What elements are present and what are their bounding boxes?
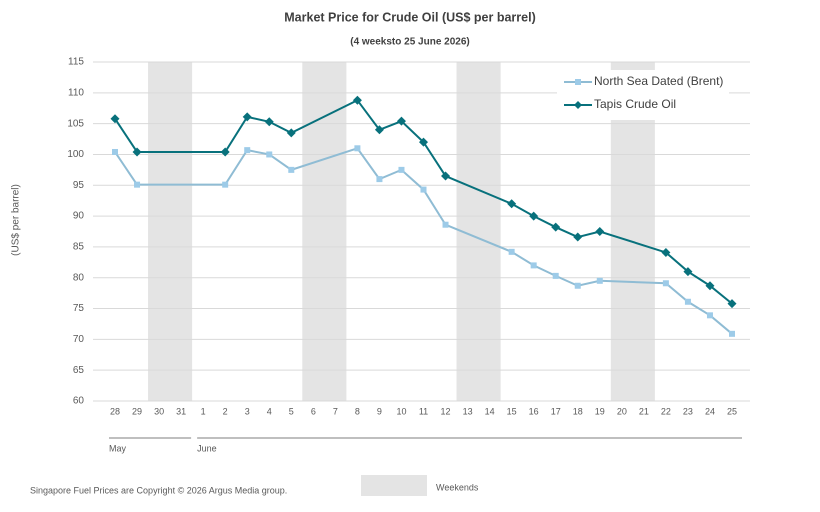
x-tick-label: 1 <box>201 406 206 416</box>
point-marker <box>507 199 517 209</box>
legend-marker <box>575 79 581 85</box>
x-tick-label: 30 <box>154 406 164 416</box>
series-line <box>114 147 733 335</box>
point-marker <box>244 147 251 154</box>
x-tick-label: 21 <box>639 406 649 416</box>
month-label: June <box>197 443 217 453</box>
x-tick-label: 11 <box>419 406 428 416</box>
point-marker <box>727 299 737 309</box>
month-label: May <box>109 443 127 453</box>
point-marker <box>110 114 120 124</box>
x-tick-label: 24 <box>705 406 715 416</box>
point-marker <box>683 267 693 277</box>
x-tick-label: 5 <box>289 406 294 416</box>
point-marker <box>420 186 427 193</box>
point-marker <box>552 272 559 279</box>
x-tick-label: 4 <box>267 406 272 416</box>
x-tick-label: 12 <box>441 406 451 416</box>
point-marker <box>286 128 296 138</box>
x-tick-label: 20 <box>617 406 627 416</box>
point-marker <box>729 330 735 337</box>
x-tick-label: 13 <box>463 406 473 416</box>
y-tick-label: 75 <box>73 303 85 314</box>
point-marker <box>396 116 406 126</box>
weekend-legend-swatch <box>361 475 427 496</box>
chart-title: Market Price for Crude Oil (US$ per barr… <box>284 10 535 24</box>
point-marker <box>264 117 274 127</box>
point-marker <box>134 181 141 188</box>
x-tick-label: 23 <box>683 406 693 416</box>
y-axis-label: (US$ per barrel) <box>11 184 22 256</box>
x-tick-label: 16 <box>529 406 539 416</box>
point-marker <box>419 137 428 147</box>
y-tick-label: 90 <box>73 211 85 222</box>
legend-label: Tapis Crude Oil <box>594 97 676 111</box>
point-marker <box>220 147 230 157</box>
y-tick-label: 80 <box>73 272 85 283</box>
point-marker <box>574 282 581 289</box>
point-marker <box>596 277 603 284</box>
point-marker <box>573 232 583 242</box>
x-tick-label: 14 <box>485 406 495 416</box>
x-tick-label: 31 <box>176 406 186 416</box>
x-tick-label: 17 <box>551 406 561 416</box>
y-tick-label: 105 <box>67 118 84 129</box>
x-tick-label: 22 <box>661 406 671 416</box>
legend-label: North Sea Dated (Brent) <box>594 74 723 88</box>
y-tick-label: 100 <box>67 149 84 160</box>
x-tick-label: 19 <box>595 406 605 416</box>
y-tick-label: 110 <box>68 87 84 98</box>
point-marker <box>508 248 515 255</box>
point-marker <box>529 211 539 221</box>
x-tick-label: 6 <box>311 406 316 416</box>
point-marker <box>442 221 449 228</box>
point-marker <box>706 312 713 319</box>
legend-box <box>557 70 729 120</box>
point-marker <box>551 222 561 232</box>
point-marker <box>376 176 383 183</box>
point-marker <box>684 298 691 305</box>
point-marker <box>352 95 362 105</box>
point-marker <box>705 281 715 291</box>
point-marker <box>132 147 142 157</box>
point-marker <box>530 262 537 269</box>
footnote: Singapore Fuel Prices are Copyright © 20… <box>30 485 287 495</box>
x-tick-label: 29 <box>132 406 142 416</box>
y-tick-label: 115 <box>68 57 84 68</box>
point-marker <box>398 166 405 173</box>
y-tick-label: 95 <box>73 180 85 191</box>
point-marker <box>374 125 384 135</box>
point-marker <box>266 151 273 158</box>
weekend-band <box>302 62 347 401</box>
x-tick-label: 28 <box>110 406 120 416</box>
point-marker <box>661 247 671 257</box>
x-tick-label: 18 <box>573 406 583 416</box>
point-marker <box>354 145 361 152</box>
x-tick-label: 10 <box>396 406 406 416</box>
weekend-band <box>148 62 193 401</box>
x-tick-label: 25 <box>727 406 737 416</box>
point-marker <box>662 280 669 287</box>
foreground-layer: North Sea Dated (Brent) Tapis Crude Oil We… <box>110 70 737 496</box>
x-tick-label: 8 <box>355 406 360 416</box>
x-tick-label: 9 <box>377 406 382 416</box>
y-tick-label: 65 <box>73 365 85 376</box>
chart-subtitle: (4 weeksto 25 June 2026) <box>350 37 470 48</box>
point-marker <box>441 171 451 181</box>
point-marker <box>242 112 252 122</box>
point-marker <box>288 166 295 173</box>
x-tick-label: 7 <box>333 406 338 416</box>
legend-marker <box>574 101 582 109</box>
point-marker <box>112 148 118 155</box>
x-tick-label: 3 <box>245 406 250 416</box>
weekend-legend-label: Weekends <box>436 482 479 492</box>
y-tick-label: 85 <box>73 242 85 253</box>
x-tick-label: 2 <box>223 406 228 416</box>
y-tick-label: 60 <box>73 396 85 407</box>
point-marker <box>595 227 605 236</box>
point-marker <box>222 181 229 188</box>
x-tick-label: 15 <box>507 406 517 416</box>
y-tick-label: 70 <box>73 334 85 345</box>
